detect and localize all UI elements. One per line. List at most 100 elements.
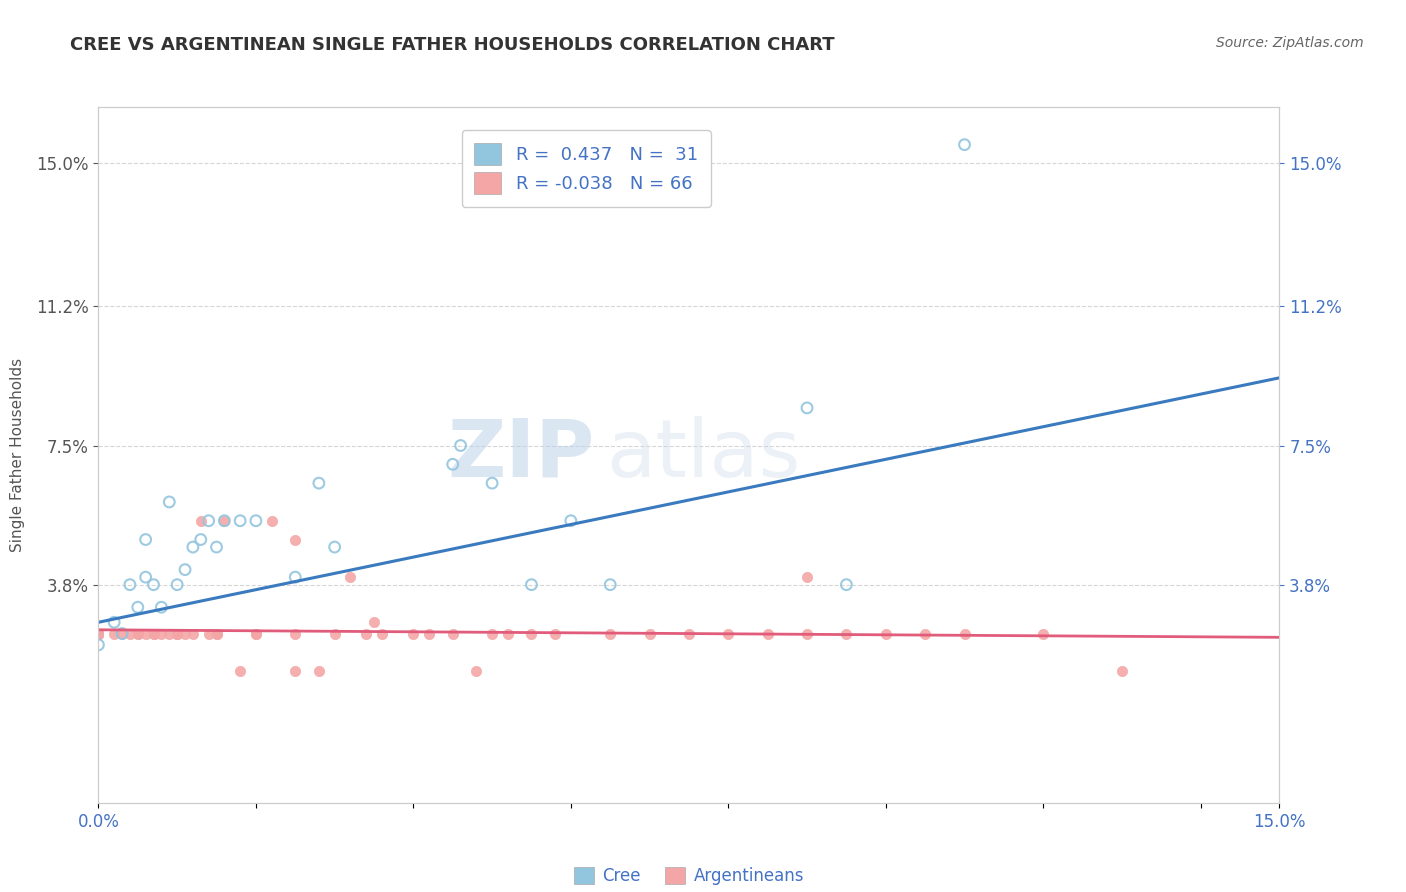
Point — [450, 438, 472, 452]
Point — [953, 137, 976, 152]
Point — [174, 626, 197, 640]
Y-axis label: Single Father Households: Single Father Households — [10, 358, 25, 552]
Text: ZIP: ZIP — [447, 416, 595, 494]
Point — [111, 626, 134, 640]
Point — [284, 664, 307, 678]
Point — [1111, 664, 1133, 678]
Point — [229, 514, 252, 528]
Point — [205, 540, 228, 554]
Point — [796, 626, 818, 640]
Point — [87, 638, 110, 652]
Point — [835, 626, 858, 640]
Point — [465, 664, 488, 678]
Point — [599, 626, 621, 640]
Point — [229, 664, 252, 678]
Point — [418, 626, 440, 640]
Point — [103, 615, 125, 630]
Point — [520, 577, 543, 591]
Point — [111, 626, 134, 640]
Point — [520, 626, 543, 640]
Point — [599, 577, 621, 591]
Point — [87, 626, 110, 640]
Point — [87, 626, 110, 640]
Point — [166, 626, 188, 640]
Point — [135, 533, 157, 547]
Point — [87, 626, 110, 640]
Text: Source: ZipAtlas.com: Source: ZipAtlas.com — [1216, 36, 1364, 50]
Point — [260, 514, 283, 528]
Point — [914, 626, 936, 640]
Point — [638, 626, 661, 640]
Point — [205, 626, 228, 640]
Point — [339, 570, 361, 584]
Point — [245, 514, 267, 528]
Point — [135, 570, 157, 584]
Point — [371, 626, 394, 640]
Point — [284, 570, 307, 584]
Point — [197, 626, 219, 640]
Point — [481, 626, 503, 640]
Point — [717, 626, 740, 640]
Point — [181, 626, 204, 640]
Point — [135, 626, 157, 640]
Point — [441, 626, 464, 640]
Point — [127, 600, 149, 615]
Point — [214, 514, 236, 528]
Point — [544, 626, 567, 640]
Point — [190, 533, 212, 547]
Point — [402, 626, 425, 640]
Point — [323, 626, 346, 640]
Point — [756, 626, 779, 640]
Point — [363, 615, 385, 630]
Point — [284, 626, 307, 640]
Legend: Cree, Argentineans: Cree, Argentineans — [567, 860, 811, 891]
Text: atlas: atlas — [606, 416, 800, 494]
Point — [678, 626, 700, 640]
Point — [796, 401, 818, 415]
Point — [87, 626, 110, 640]
Point — [127, 626, 149, 640]
Point — [323, 540, 346, 554]
Point — [166, 626, 188, 640]
Point — [142, 626, 165, 640]
Point — [953, 626, 976, 640]
Point — [87, 626, 110, 640]
Point — [481, 476, 503, 491]
Point — [245, 626, 267, 640]
Point — [441, 458, 464, 472]
Point — [245, 626, 267, 640]
Point — [157, 626, 180, 640]
Point — [118, 626, 141, 640]
Point — [87, 626, 110, 640]
Point — [214, 514, 236, 528]
Point — [142, 577, 165, 591]
Point — [118, 577, 141, 591]
Point — [142, 626, 165, 640]
Point — [308, 476, 330, 491]
Point — [835, 577, 858, 591]
Point — [103, 626, 125, 640]
Point — [87, 626, 110, 640]
Point — [150, 600, 173, 615]
Point — [87, 626, 110, 640]
Point — [87, 626, 110, 640]
Point — [197, 514, 219, 528]
Point — [308, 664, 330, 678]
Point — [560, 514, 582, 528]
Point — [87, 626, 110, 640]
Point — [157, 495, 180, 509]
Point — [796, 570, 818, 584]
Point — [166, 577, 188, 591]
Point — [150, 626, 173, 640]
Point — [1032, 626, 1054, 640]
Point — [496, 626, 519, 640]
Point — [284, 533, 307, 547]
Point — [181, 540, 204, 554]
Point — [87, 626, 110, 640]
Point — [127, 626, 149, 640]
Point — [87, 626, 110, 640]
Point — [174, 563, 197, 577]
Text: CREE VS ARGENTINEAN SINGLE FATHER HOUSEHOLDS CORRELATION CHART: CREE VS ARGENTINEAN SINGLE FATHER HOUSEH… — [70, 36, 835, 54]
Point — [166, 626, 188, 640]
Point — [190, 514, 212, 528]
